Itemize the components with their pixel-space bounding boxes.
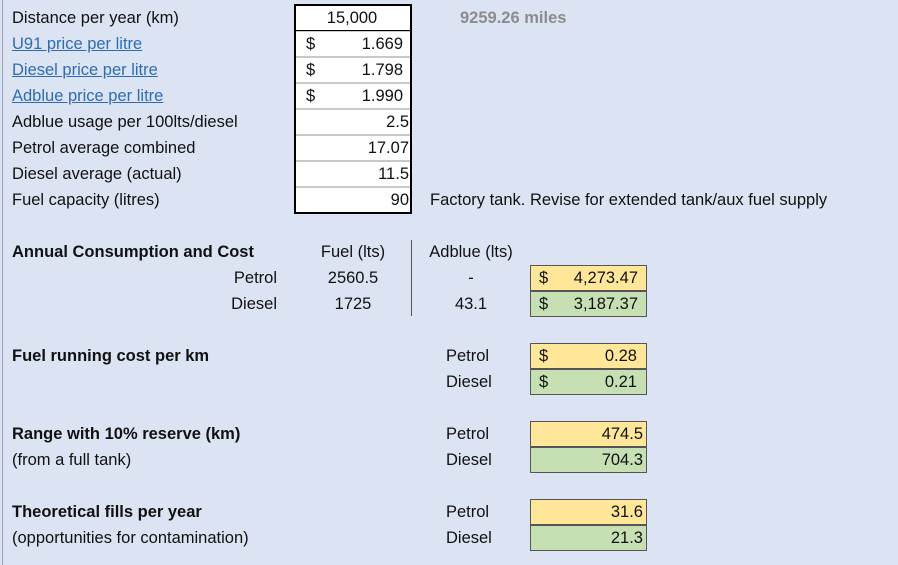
section-title: Fuel running cost per km (12, 347, 210, 365)
adblue-value: 43.1 (454, 295, 488, 313)
input-link[interactable]: U91 price per litre (12, 35, 143, 53)
input-value: 17.07 (367, 139, 409, 157)
miles-note: 9259.26 miles (460, 9, 567, 27)
currency-sign: $ (539, 373, 549, 391)
column-header: Fuel (lts) (320, 243, 386, 261)
input-label: Distance per year (km) (12, 9, 179, 27)
column-header: Adblue (lts) (429, 243, 513, 261)
currency-sign: $ (306, 87, 316, 105)
input-cell (295, 109, 411, 135)
section-title: Theoretical fills per year (12, 503, 202, 521)
row-label: Petrol (446, 347, 490, 365)
cost-value: 3,187.37 (573, 295, 638, 313)
section-subtitle: (from a full tank) (12, 451, 132, 469)
result-cell (530, 421, 647, 447)
row-label: Diesel (446, 529, 492, 547)
input-divider (295, 30, 411, 31)
currency-sign: $ (539, 269, 549, 287)
currency-sign: $ (539, 295, 549, 313)
input-value: 11.5 (378, 165, 409, 183)
row-label: Petrol (446, 425, 490, 443)
column-divider (411, 240, 412, 316)
result-value: 0.28 (604, 347, 637, 365)
row-label: Diesel (446, 451, 492, 469)
row-label: Petrol (446, 503, 490, 521)
row-label: Petrol (233, 269, 277, 287)
input-value: 90 (390, 191, 409, 209)
column-edge (2, 0, 3, 565)
row-label: Diesel (446, 373, 492, 391)
input-value: 1.990 (361, 87, 403, 105)
input-link[interactable]: Adblue price per litre (12, 87, 164, 105)
cost-cell (530, 265, 647, 291)
result-value: 704.3 (601, 451, 643, 469)
currency-sign: $ (306, 35, 316, 53)
section-subtitle: (opportunities for contamination) (12, 529, 249, 547)
input-label: Adblue usage per 100lts/diesel (12, 113, 238, 131)
result-cell (530, 343, 647, 369)
result-cell (530, 369, 647, 395)
row-label: Diesel (231, 295, 277, 313)
input-value: 15,000 (326, 9, 378, 27)
fuel-value: 1725 (334, 295, 372, 313)
currency-sign: $ (539, 347, 549, 365)
tank-note: Factory tank. Revise for extended tank/a… (430, 191, 828, 209)
section-title: Annual Consumption and Cost (12, 243, 254, 261)
input-value: 1.669 (361, 35, 403, 53)
cost-cell (530, 291, 647, 317)
currency-sign: $ (306, 61, 316, 79)
adblue-value: - (468, 269, 474, 287)
fuel-value: 2560.5 (327, 269, 379, 287)
result-value: 474.5 (601, 425, 643, 443)
input-value: 1.798 (361, 61, 403, 79)
result-cell (530, 525, 647, 551)
result-value: 21.3 (610, 529, 643, 547)
input-link[interactable]: Diesel price per litre (12, 61, 158, 79)
input-value: 2.5 (386, 113, 409, 131)
result-cell (530, 499, 647, 525)
input-cell (295, 135, 411, 161)
input-label: Diesel average (actual) (12, 165, 182, 183)
input-frame (294, 4, 412, 214)
result-value: 0.21 (604, 373, 637, 391)
input-label: Petrol average combined (12, 139, 196, 157)
input-cell (295, 161, 411, 187)
result-value: 31.6 (610, 503, 643, 521)
section-title: Range with 10% reserve (km) (12, 425, 241, 443)
cost-value: 4,273.47 (573, 269, 638, 287)
result-cell (530, 447, 647, 473)
input-label: Fuel capacity (litres) (12, 191, 160, 209)
